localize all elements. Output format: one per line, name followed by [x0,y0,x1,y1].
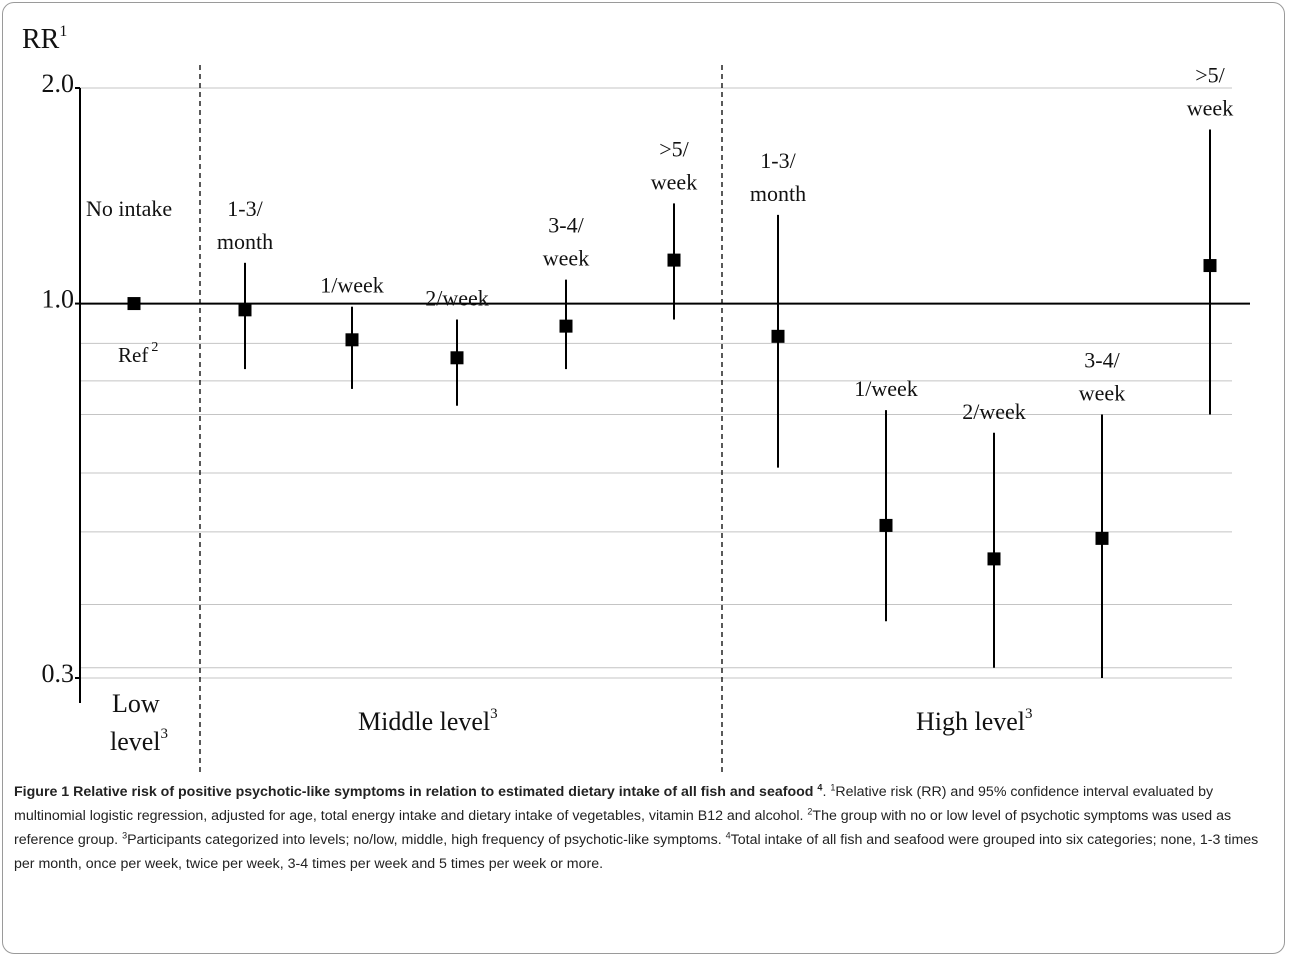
group-label-low-line2: level3 [110,726,168,756]
caption-note1-mark: 1 [830,782,836,793]
reference-point-sublabel: Ref 2 [118,340,158,367]
caption-note3: Participants categorized into levels; no… [127,832,722,848]
point-marker [345,333,359,347]
point-marker [667,253,681,267]
y-tick-labels: 2.0 1.0 0.3 [42,69,75,688]
point-label: 3-4/ [548,213,584,238]
point-label: month [750,181,806,206]
point-marker [1095,531,1109,545]
caption-note2-mark: 2 [807,806,813,817]
point-label: week [1187,96,1233,121]
data-point: 1/week [854,376,918,622]
point-marker [1203,259,1217,273]
point-label: 3-4/ [1084,347,1120,372]
y-tick-label: 0.3 [42,659,75,688]
point-label: >5/ [659,136,689,161]
reference-point-marker [127,297,141,311]
point-marker [238,303,252,317]
point-label: 1/week [320,273,384,298]
group-label-middle: Middle level3 [358,706,498,736]
data-point: 1-3/month [750,148,806,468]
y-axis-label: RR1 [22,23,67,55]
data-point: 1/week [320,273,384,389]
reference-point-label: No intake [86,196,172,221]
data-point: 2/week [425,286,489,406]
point-label: week [651,169,697,194]
data-point: 3-4/week [543,213,589,370]
point-label: week [1079,380,1125,405]
gridlines [75,87,1250,679]
data-point: 2/week [962,399,1026,668]
y-tick-label: 2.0 [42,69,75,98]
caption-note3-mark: 3 [122,830,128,841]
point-label: >5/ [1195,63,1225,88]
caption-figure-label: Figure 1 [14,784,70,800]
group-dividers [199,65,723,772]
group-label-low: Low [112,689,160,718]
reference-point-group: No intake Ref 2 [86,196,172,367]
data-point: >5/week [1187,63,1233,415]
group-label-high: High level3 [916,706,1033,736]
chart: 2.0 1.0 0.3 RR1 Low level3 Middle level3 H… [22,23,1250,772]
point-label: week [543,246,589,271]
figure-caption: Figure 1 Relative risk of positive psych… [14,782,1259,872]
point-marker [879,518,893,532]
point-marker [987,552,1001,566]
point-marker [771,329,785,343]
point-label: month [217,229,273,254]
caption-title-mark: 4 [817,782,823,793]
caption-title: Relative risk of positive psychotic-like… [73,784,814,800]
caption-note4-mark: 4 [725,830,731,841]
data-point: 3-4/week [1079,347,1125,678]
point-label: 2/week [962,399,1026,424]
caption-note1: Relative risk (RR) and 95% confidence in… [14,784,1214,824]
caption-note4: Total intake of all fish and seafood wer… [14,832,1259,872]
data-point: >5/week [651,136,697,320]
point-marker [450,351,464,365]
point-label: 2/week [425,286,489,311]
point-label: 1-3/ [227,196,263,221]
point-marker [559,319,573,333]
point-label: 1-3/ [760,148,796,173]
data-points: 1-3/month1/week2/week3-4/week>5/week1-3/… [127,63,1233,678]
group-labels: Low level3 Middle level3 High level3 [110,689,1033,756]
y-tick-label: 1.0 [42,285,75,314]
caption-note2: The group with no or low level of psycho… [14,808,1232,848]
point-label: 1/week [854,376,918,401]
data-point: 1-3/month [217,196,273,370]
